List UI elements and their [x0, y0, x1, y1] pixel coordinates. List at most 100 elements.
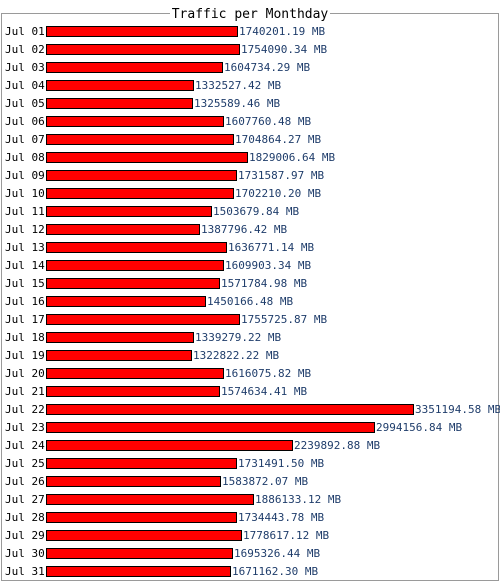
day-label: Jul 04	[5, 79, 45, 92]
bar-row: Jul 11 1503679.84 MB	[0, 203, 500, 221]
value-label: 1503679.84 MB	[213, 205, 300, 218]
traffic-bar	[46, 386, 220, 397]
bar-row: Jul 29 1778617.12 MB	[0, 527, 500, 545]
traffic-bar	[46, 80, 194, 91]
day-label: Jul 09	[5, 169, 45, 182]
traffic-bar	[46, 170, 237, 181]
day-label: Jul 12	[5, 223, 45, 236]
day-label: Jul 15	[5, 277, 45, 290]
day-label: Jul 20	[5, 367, 45, 380]
traffic-bar	[46, 260, 224, 271]
bar-row: Jul 27 1886133.12 MB	[0, 491, 500, 509]
bar-row: Jul 26 1583872.07 MB	[0, 473, 500, 491]
traffic-bar	[46, 314, 240, 325]
day-label: Jul 11	[5, 205, 45, 218]
value-label: 3351194.58 MB	[415, 403, 500, 416]
value-label: 1702210.20 MB	[235, 187, 322, 200]
day-label: Jul 06	[5, 115, 45, 128]
traffic-bar	[46, 242, 227, 253]
day-label: Jul 02	[5, 43, 45, 56]
value-label: 1322822.22 MB	[193, 349, 280, 362]
bar-row: Jul 04 1332527.42 MB	[0, 77, 500, 95]
traffic-bar	[46, 26, 238, 37]
day-label: Jul 16	[5, 295, 45, 308]
day-label: Jul 21	[5, 385, 45, 398]
traffic-bar	[46, 404, 414, 415]
bar-row: Jul 01 1740201.19 MB	[0, 23, 500, 41]
traffic-bar	[46, 458, 237, 469]
value-label: 1387796.42 MB	[201, 223, 288, 236]
chart-title-wrap: Traffic per Monthday	[0, 5, 500, 22]
day-label: Jul 18	[5, 331, 45, 344]
traffic-bar	[46, 422, 375, 433]
value-label: 1636771.14 MB	[228, 241, 315, 254]
day-label: Jul 24	[5, 439, 45, 452]
traffic-bar	[46, 152, 248, 163]
value-label: 1695326.44 MB	[234, 547, 321, 560]
value-label: 1325589.46 MB	[194, 97, 281, 110]
bar-row: Jul 28 1734443.78 MB	[0, 509, 500, 527]
value-label: 1829006.64 MB	[249, 151, 336, 164]
bar-row: Jul 22 3351194.58 MB	[0, 401, 500, 419]
day-label: Jul 30	[5, 547, 45, 560]
value-label: 1778617.12 MB	[243, 529, 330, 542]
traffic-bar	[46, 548, 233, 559]
bar-row: Jul 14 1609903.34 MB	[0, 257, 500, 275]
traffic-bar	[46, 332, 194, 343]
value-label: 1339279.22 MB	[195, 331, 282, 344]
day-label: Jul 05	[5, 97, 45, 110]
day-label: Jul 10	[5, 187, 45, 200]
bar-row: Jul 15 1571784.98 MB	[0, 275, 500, 293]
bar-row: Jul 18 1339279.22 MB	[0, 329, 500, 347]
value-label: 1583872.07 MB	[222, 475, 309, 488]
bar-row: Jul 13 1636771.14 MB	[0, 239, 500, 257]
value-label: 1616075.82 MB	[225, 367, 312, 380]
bar-row: Jul 06 1607760.48 MB	[0, 113, 500, 131]
traffic-bar	[46, 494, 254, 505]
bar-row: Jul 12 1387796.42 MB	[0, 221, 500, 239]
value-label: 1740201.19 MB	[239, 25, 326, 38]
day-label: Jul 22	[5, 403, 45, 416]
traffic-bar	[46, 296, 206, 307]
bar-row: Jul 10 1702210.20 MB	[0, 185, 500, 203]
value-label: 1886133.12 MB	[255, 493, 342, 506]
value-label: 1607760.48 MB	[225, 115, 312, 128]
day-label: Jul 07	[5, 133, 45, 146]
value-label: 2239892.88 MB	[294, 439, 381, 452]
bar-row: Jul 21 1574634.41 MB	[0, 383, 500, 401]
traffic-bar	[46, 368, 224, 379]
day-label: Jul 31	[5, 565, 45, 578]
bar-row: Jul 07 1704864.27 MB	[0, 131, 500, 149]
traffic-bar	[46, 134, 234, 145]
bar-row: Jul 09 1731587.97 MB	[0, 167, 500, 185]
bar-row: Jul 16 1450166.48 MB	[0, 293, 500, 311]
bar-row: Jul 19 1322822.22 MB	[0, 347, 500, 365]
value-label: 1671162.30 MB	[232, 565, 319, 578]
value-label: 1731491.50 MB	[238, 457, 325, 470]
value-label: 1734443.78 MB	[238, 511, 325, 524]
value-label: 1571784.98 MB	[221, 277, 308, 290]
traffic-bar	[46, 512, 237, 523]
traffic-bar	[46, 116, 224, 127]
day-label: Jul 29	[5, 529, 45, 542]
day-label: Jul 25	[5, 457, 45, 470]
bar-row: Jul 08 1829006.64 MB	[0, 149, 500, 167]
day-label: Jul 17	[5, 313, 45, 326]
day-label: Jul 28	[5, 511, 45, 524]
bar-row: Jul 30 1695326.44 MB	[0, 545, 500, 563]
day-label: Jul 08	[5, 151, 45, 164]
traffic-bar	[46, 188, 234, 199]
value-label: 1450166.48 MB	[207, 295, 294, 308]
value-label: 1704864.27 MB	[235, 133, 322, 146]
traffic-bar	[46, 350, 192, 361]
value-label: 1755725.87 MB	[241, 313, 328, 326]
bar-row: Jul 02 1754090.34 MB	[0, 41, 500, 59]
value-label: 1609903.34 MB	[225, 259, 312, 272]
traffic-bar	[46, 224, 200, 235]
bar-row: Jul 05 1325589.46 MB	[0, 95, 500, 113]
traffic-bar	[46, 476, 221, 487]
bar-row: Jul 31 1671162.30 MB	[0, 563, 500, 581]
traffic-bar	[46, 566, 231, 577]
value-label: 1574634.41 MB	[221, 385, 308, 398]
